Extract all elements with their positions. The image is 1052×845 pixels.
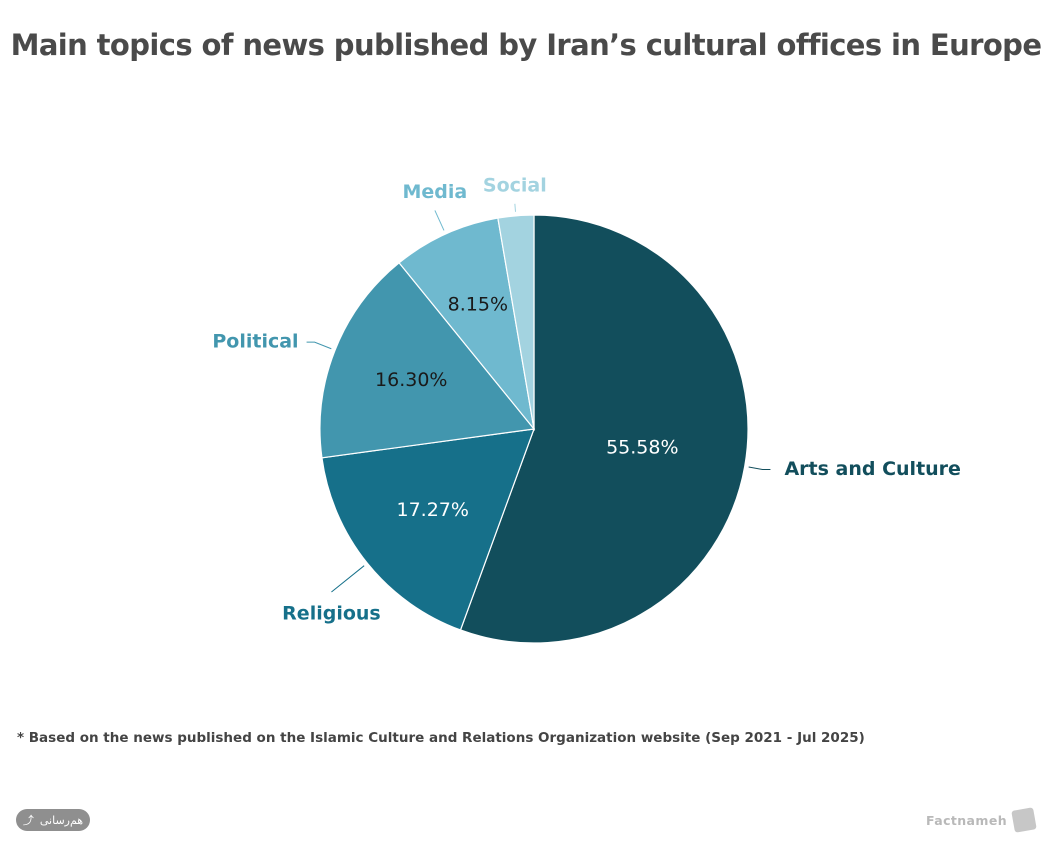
category-label-media: Media (403, 181, 468, 203)
label-connector-political (306, 341, 332, 350)
category-label-political: Political (212, 331, 298, 353)
label-connector-media (434, 210, 445, 231)
pie-slice-media (398, 217, 535, 432)
category-label-social: Social (483, 174, 547, 196)
pie-slice-arts-and-culture (459, 214, 749, 644)
share-button[interactable]: ⤴ هم‌رسانی (16, 809, 90, 831)
factnameh-logo-icon (1011, 807, 1037, 833)
share-icon: ⤴ (22, 814, 34, 827)
data-label-religious: 17.27% (396, 499, 468, 521)
label-connector-social (514, 203, 517, 212)
data-label-arts-and-culture: 55.58% (606, 437, 678, 459)
label-connector-religious (331, 565, 365, 593)
category-label-arts-and-culture: Arts and Culture (784, 458, 961, 480)
pie-slice-religious (321, 428, 535, 631)
brand-name: Factnameh (926, 812, 1007, 828)
brand-logo: Factnameh (926, 807, 1037, 833)
pie-slice-political (319, 261, 536, 459)
footnote: * Based on the news published on the Isl… (17, 730, 865, 746)
chart-title: Main topics of news published by Iran’s … (10, 28, 1042, 62)
data-label-media: 8.15% (448, 294, 508, 316)
share-label: هم‌رسانی (39, 813, 84, 827)
category-label-religious: Religious (282, 603, 381, 625)
label-connector-arts-and-culture (748, 466, 771, 470)
data-label-political: 16.30% (375, 369, 447, 391)
pie-slice-social (497, 214, 535, 430)
